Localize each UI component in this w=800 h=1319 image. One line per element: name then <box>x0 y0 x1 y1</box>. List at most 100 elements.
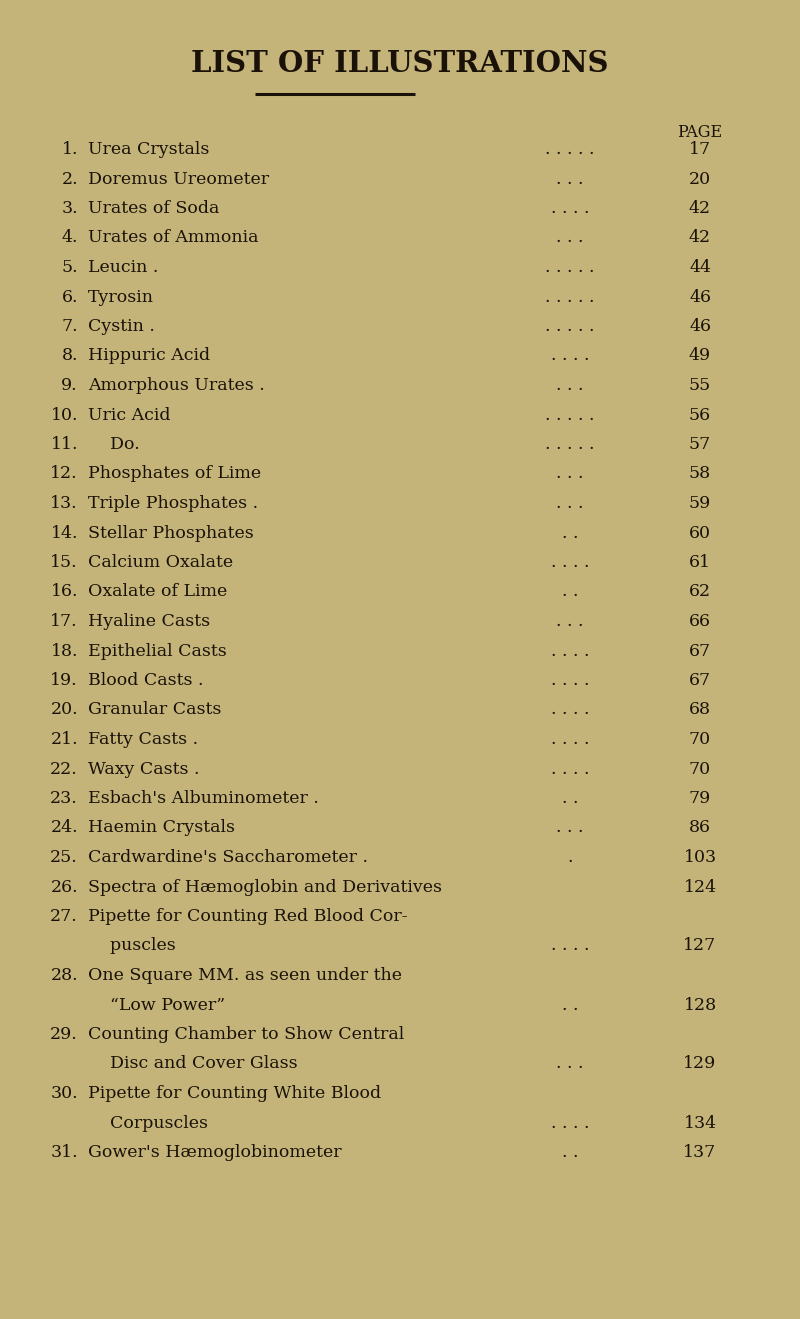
Text: Leucin .: Leucin . <box>88 259 158 276</box>
Text: . . . .: . . . . <box>550 731 590 748</box>
Text: 129: 129 <box>683 1055 717 1072</box>
Text: 67: 67 <box>689 671 711 689</box>
Text: . . .: . . . <box>556 170 584 187</box>
Text: PAGE: PAGE <box>678 124 722 141</box>
Text: 10.: 10. <box>50 406 78 423</box>
Text: 127: 127 <box>683 938 717 955</box>
Text: 62: 62 <box>689 583 711 600</box>
Text: . . .: . . . <box>556 1055 584 1072</box>
Text: 70: 70 <box>689 761 711 777</box>
Text: 16.: 16. <box>50 583 78 600</box>
Text: Corpuscles: Corpuscles <box>88 1115 208 1132</box>
Text: 8.: 8. <box>62 347 78 364</box>
Text: . . . . .: . . . . . <box>546 318 594 335</box>
Text: Calcium Oxalate: Calcium Oxalate <box>88 554 233 571</box>
Text: Urates of Ammonia: Urates of Ammonia <box>88 230 258 247</box>
Text: . . . . .: . . . . . <box>546 141 594 158</box>
Text: . .: . . <box>562 1144 578 1161</box>
Text: . .: . . <box>562 790 578 807</box>
Text: 14.: 14. <box>50 525 78 542</box>
Text: 22.: 22. <box>50 761 78 777</box>
Text: 18.: 18. <box>50 642 78 660</box>
Text: 42: 42 <box>689 230 711 247</box>
Text: 1.: 1. <box>62 141 78 158</box>
Text: 66: 66 <box>689 613 711 630</box>
Text: Amorphous Urates .: Amorphous Urates . <box>88 377 265 394</box>
Text: puscles: puscles <box>88 938 176 955</box>
Text: Hyaline Casts: Hyaline Casts <box>88 613 210 630</box>
Text: . . . .: . . . . <box>550 554 590 571</box>
Text: 29.: 29. <box>50 1026 78 1043</box>
Text: . . . .: . . . . <box>550 642 590 660</box>
Text: Fatty Casts .: Fatty Casts . <box>88 731 198 748</box>
Text: 31.: 31. <box>50 1144 78 1161</box>
Text: 19.: 19. <box>50 671 78 689</box>
Text: 59: 59 <box>689 495 711 512</box>
Text: “Low Power”: “Low Power” <box>88 996 225 1013</box>
Text: 103: 103 <box>683 849 717 867</box>
Text: 12.: 12. <box>50 466 78 483</box>
Text: 5.: 5. <box>62 259 78 276</box>
Text: Cystin .: Cystin . <box>88 318 155 335</box>
Text: 124: 124 <box>683 878 717 896</box>
Text: Cardwardine's Saccharometer .: Cardwardine's Saccharometer . <box>88 849 368 867</box>
Text: Urates of Soda: Urates of Soda <box>88 200 219 218</box>
Text: . . .: . . . <box>556 230 584 247</box>
Text: 134: 134 <box>683 1115 717 1132</box>
Text: 25.: 25. <box>50 849 78 867</box>
Text: Waxy Casts .: Waxy Casts . <box>88 761 199 777</box>
Text: 17: 17 <box>689 141 711 158</box>
Text: Pipette for Counting Red Blood Cor-: Pipette for Counting Red Blood Cor- <box>88 907 408 925</box>
Text: 137: 137 <box>683 1144 717 1161</box>
Text: 56: 56 <box>689 406 711 423</box>
Text: . . .: . . . <box>556 613 584 630</box>
Text: 46: 46 <box>689 289 711 306</box>
Text: Tyrosin: Tyrosin <box>88 289 154 306</box>
Text: Haemin Crystals: Haemin Crystals <box>88 819 235 836</box>
Text: One Square MM. as seen under the: One Square MM. as seen under the <box>88 967 402 984</box>
Text: 79: 79 <box>689 790 711 807</box>
Text: 60: 60 <box>689 525 711 542</box>
Text: Oxalate of Lime: Oxalate of Lime <box>88 583 227 600</box>
Text: . . . .: . . . . <box>550 200 590 218</box>
Text: 9.: 9. <box>62 377 78 394</box>
Text: . . . . .: . . . . . <box>546 289 594 306</box>
Text: . . . .: . . . . <box>550 761 590 777</box>
Text: 58: 58 <box>689 466 711 483</box>
Text: 42: 42 <box>689 200 711 218</box>
Text: 7.: 7. <box>62 318 78 335</box>
Text: Esbach's Albuminometer .: Esbach's Albuminometer . <box>88 790 319 807</box>
Text: 49: 49 <box>689 347 711 364</box>
Text: . . .: . . . <box>556 495 584 512</box>
Text: 128: 128 <box>683 996 717 1013</box>
Text: 2.: 2. <box>62 170 78 187</box>
Text: 30.: 30. <box>50 1086 78 1101</box>
Text: . . .: . . . <box>556 377 584 394</box>
Text: Epithelial Casts: Epithelial Casts <box>88 642 226 660</box>
Text: . . . .: . . . . <box>550 938 590 955</box>
Text: Doremus Ureometer: Doremus Ureometer <box>88 170 269 187</box>
Text: Phosphates of Lime: Phosphates of Lime <box>88 466 261 483</box>
Text: Uric Acid: Uric Acid <box>88 406 170 423</box>
Text: . .: . . <box>562 525 578 542</box>
Text: . . . . .: . . . . . <box>546 406 594 423</box>
Text: Stellar Phosphates: Stellar Phosphates <box>88 525 254 542</box>
Text: Hippuric Acid: Hippuric Acid <box>88 347 210 364</box>
Text: Spectra of Hæmoglobin and Derivatives: Spectra of Hæmoglobin and Derivatives <box>88 878 442 896</box>
Text: . . . .: . . . . <box>550 671 590 689</box>
Text: 20.: 20. <box>50 702 78 719</box>
Text: Triple Phosphates .: Triple Phosphates . <box>88 495 258 512</box>
Text: . . . .: . . . . <box>550 347 590 364</box>
Text: 17.: 17. <box>50 613 78 630</box>
Text: Pipette for Counting White Blood: Pipette for Counting White Blood <box>88 1086 381 1101</box>
Text: Granular Casts: Granular Casts <box>88 702 222 719</box>
Text: .: . <box>567 849 573 867</box>
Text: . . . . .: . . . . . <box>546 259 594 276</box>
Text: Urea Crystals: Urea Crystals <box>88 141 210 158</box>
Text: 6.: 6. <box>62 289 78 306</box>
Text: 70: 70 <box>689 731 711 748</box>
Text: 44: 44 <box>689 259 711 276</box>
Text: Counting Chamber to Show Central: Counting Chamber to Show Central <box>88 1026 404 1043</box>
Text: 13.: 13. <box>50 495 78 512</box>
Text: 67: 67 <box>689 642 711 660</box>
